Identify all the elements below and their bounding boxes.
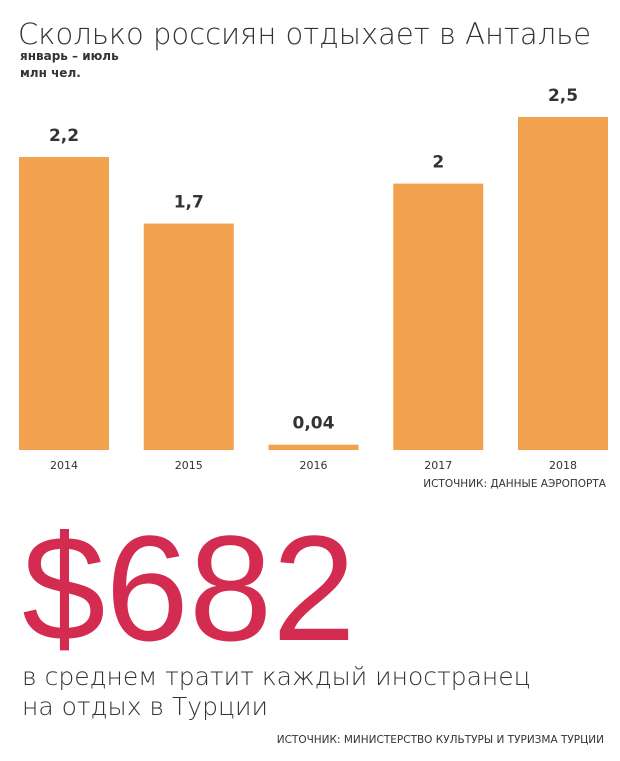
highlight-text: на отдых в Турции	[22, 692, 268, 721]
x-tick-label: 2017	[424, 459, 452, 472]
x-tick-label: 2015	[175, 459, 203, 472]
bar	[268, 444, 359, 450]
highlight-source: ИСТОЧНИК: МИНИСТЕРСТВО КУЛЬТУРЫ И ТУРИЗМ…	[277, 734, 604, 746]
bar	[19, 156, 109, 450]
value-label: 2,5	[548, 86, 578, 106]
highlight-figure: $682	[22, 504, 356, 672]
x-tick-label: 2014	[50, 459, 78, 472]
highlight-text: в среднем тратит каждый иностранец	[22, 662, 531, 691]
value-label: 2	[432, 153, 444, 173]
chart-title: Сколько россиян отдыхает в Анталье	[18, 17, 591, 51]
x-tick-label: 2016	[300, 459, 328, 472]
x-tick-label: 2018	[549, 459, 577, 472]
value-label: 1,7	[174, 193, 204, 213]
chart-source: ИСТОЧНИК: ДАННЫЕ АЭРОПОРТА	[423, 478, 607, 490]
value-label: 0,04	[293, 414, 335, 434]
chart-subtitle: январь – июль	[20, 49, 119, 63]
bar	[393, 183, 484, 450]
unit-label: млн чел.	[20, 66, 81, 80]
bar	[143, 223, 234, 450]
bars: 2,2 2014 1,7 2015 0,04 2016 2 2017 2,5 2018	[19, 86, 608, 472]
bar	[518, 117, 608, 450]
value-label: 2,2	[49, 126, 79, 146]
